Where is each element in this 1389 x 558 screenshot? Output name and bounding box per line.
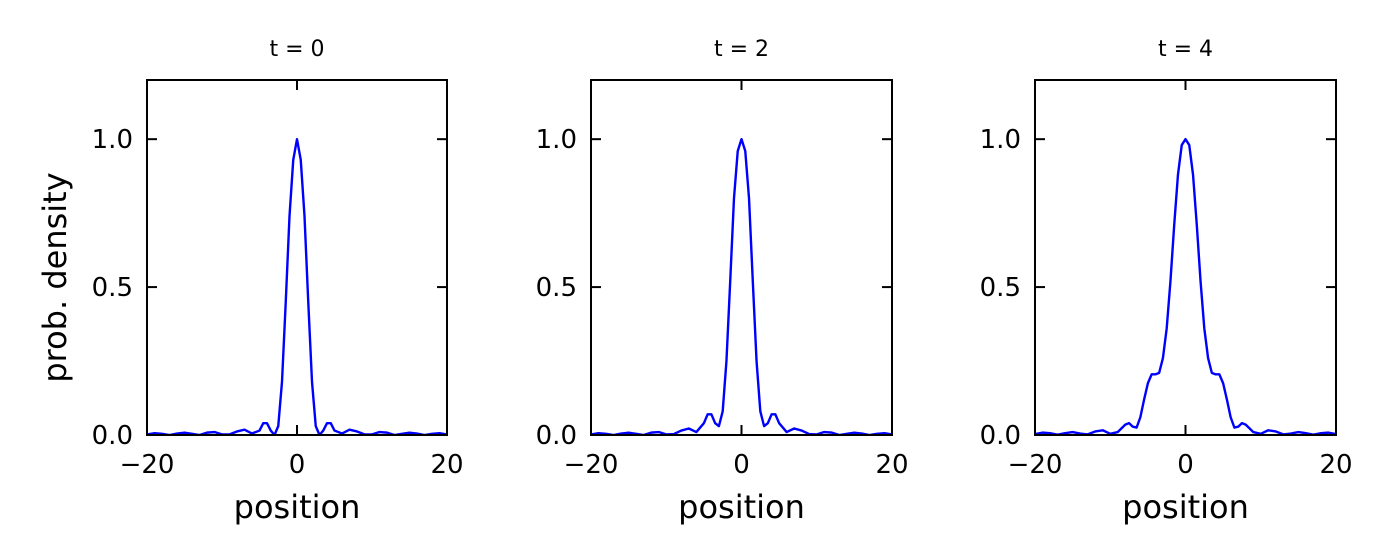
panel-title: t = 4	[1158, 37, 1213, 62]
density-line-series-1	[591, 137, 892, 435]
panel-title: t = 2	[714, 37, 769, 62]
y-tick-label: 0.0	[92, 421, 133, 451]
y-tick-label: 0.0	[536, 421, 577, 451]
x-tick-label: 0	[1177, 450, 1194, 480]
chart-panel-2: −20 0 20 0.0 0.5 1.0 t = 2 position	[536, 37, 909, 526]
chart-panel-1: −20 0 20 0.0 0.5 1.0 t = 0 position prob. densit…	[36, 37, 464, 526]
panel-title: t = 0	[269, 37, 324, 62]
y-tick-label: 1.0	[980, 125, 1021, 155]
x-axis-label: position	[234, 488, 361, 526]
density-line-series-1	[147, 137, 447, 435]
x-tick-label: −20	[1008, 450, 1063, 480]
x-tick-label: 20	[1319, 450, 1352, 480]
y-tick-label: 0.5	[980, 273, 1021, 303]
density-line-series-1	[1035, 137, 1336, 435]
y-tick-label: 0.0	[980, 421, 1021, 451]
x-axis-label: position	[678, 488, 805, 526]
x-tick-label: 20	[430, 450, 463, 480]
x-tick-label: −20	[120, 450, 175, 480]
chart-panel-3: −20 0 20 0.0 0.5 1.0 t = 4 position	[980, 37, 1353, 526]
y-axis-label: prob. density	[36, 172, 74, 382]
x-tick-label: 0	[733, 450, 750, 480]
y-tick-label: 0.5	[536, 273, 577, 303]
x-axis-label: position	[1122, 488, 1249, 526]
x-tick-label: −20	[564, 450, 619, 480]
y-tick-label: 1.0	[92, 125, 133, 155]
y-tick-label: 0.5	[92, 273, 133, 303]
x-tick-label: 0	[289, 450, 306, 480]
y-tick-label: 1.0	[536, 125, 577, 155]
x-tick-label: 20	[875, 450, 908, 480]
